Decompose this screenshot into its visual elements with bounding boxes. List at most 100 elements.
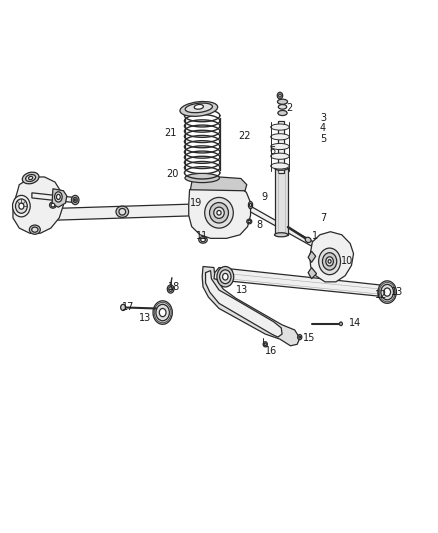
Text: 20: 20: [166, 169, 179, 180]
Ellipse shape: [120, 304, 126, 311]
Polygon shape: [191, 175, 247, 191]
Text: 13: 13: [139, 313, 152, 322]
Ellipse shape: [51, 203, 55, 207]
Polygon shape: [275, 168, 288, 235]
Text: 8: 8: [257, 220, 263, 230]
Text: 9: 9: [261, 192, 267, 203]
Ellipse shape: [159, 309, 166, 317]
Ellipse shape: [381, 285, 393, 300]
Polygon shape: [189, 181, 251, 238]
Ellipse shape: [13, 196, 30, 217]
Ellipse shape: [217, 266, 234, 287]
Polygon shape: [310, 232, 353, 282]
Ellipse shape: [277, 99, 287, 104]
Ellipse shape: [328, 260, 331, 263]
Ellipse shape: [271, 143, 289, 150]
Polygon shape: [249, 206, 314, 246]
Ellipse shape: [194, 104, 203, 109]
Ellipse shape: [167, 285, 174, 293]
Ellipse shape: [29, 225, 40, 235]
Ellipse shape: [19, 203, 24, 209]
Ellipse shape: [180, 101, 218, 116]
Polygon shape: [202, 266, 300, 346]
Ellipse shape: [71, 196, 79, 205]
Ellipse shape: [279, 94, 281, 97]
Ellipse shape: [247, 219, 252, 224]
Text: 11: 11: [196, 231, 208, 241]
Text: 21: 21: [164, 128, 177, 139]
Ellipse shape: [28, 176, 33, 180]
Ellipse shape: [322, 253, 337, 270]
Ellipse shape: [74, 199, 76, 201]
Text: 6: 6: [269, 147, 276, 156]
Text: 5: 5: [320, 134, 326, 143]
Text: 1: 1: [311, 231, 318, 241]
Ellipse shape: [278, 104, 287, 109]
Ellipse shape: [15, 199, 27, 213]
Ellipse shape: [275, 233, 288, 237]
Ellipse shape: [219, 270, 231, 284]
Text: 13: 13: [392, 287, 404, 297]
Ellipse shape: [217, 211, 221, 215]
Ellipse shape: [271, 134, 289, 140]
Polygon shape: [308, 251, 316, 262]
Ellipse shape: [326, 257, 333, 266]
Polygon shape: [32, 193, 74, 203]
Ellipse shape: [223, 273, 228, 280]
Ellipse shape: [49, 202, 56, 208]
Ellipse shape: [271, 153, 289, 159]
Ellipse shape: [199, 237, 207, 243]
Ellipse shape: [248, 201, 253, 209]
Ellipse shape: [263, 342, 267, 347]
Ellipse shape: [22, 172, 39, 184]
Ellipse shape: [205, 197, 233, 228]
Text: 7: 7: [320, 213, 326, 223]
Ellipse shape: [319, 248, 340, 274]
Ellipse shape: [185, 103, 212, 112]
Ellipse shape: [32, 227, 38, 232]
Text: 2: 2: [286, 103, 293, 113]
Ellipse shape: [277, 92, 283, 99]
Ellipse shape: [57, 195, 60, 199]
Ellipse shape: [298, 335, 302, 340]
Text: 17: 17: [122, 302, 134, 312]
Text: 15: 15: [303, 333, 315, 343]
Ellipse shape: [73, 197, 77, 203]
Ellipse shape: [278, 110, 287, 116]
Text: 14: 14: [350, 318, 362, 328]
Ellipse shape: [339, 322, 343, 326]
Text: 13: 13: [236, 285, 248, 295]
Polygon shape: [52, 189, 67, 207]
Ellipse shape: [214, 207, 224, 219]
Polygon shape: [13, 177, 64, 233]
Polygon shape: [308, 268, 317, 279]
Ellipse shape: [169, 287, 173, 292]
Ellipse shape: [119, 208, 126, 215]
Text: 3: 3: [320, 113, 326, 123]
Text: 4: 4: [320, 123, 326, 133]
Ellipse shape: [156, 304, 170, 321]
Ellipse shape: [26, 174, 35, 181]
Ellipse shape: [275, 166, 288, 171]
Text: 16: 16: [265, 346, 278, 356]
Ellipse shape: [209, 203, 229, 223]
Text: 10: 10: [341, 256, 353, 266]
Ellipse shape: [271, 163, 289, 169]
Ellipse shape: [378, 281, 396, 303]
Ellipse shape: [264, 343, 266, 345]
Text: 19: 19: [190, 198, 202, 207]
Ellipse shape: [185, 173, 219, 183]
Ellipse shape: [271, 124, 289, 130]
Polygon shape: [46, 204, 208, 221]
Ellipse shape: [153, 301, 172, 324]
Polygon shape: [278, 120, 284, 173]
Text: 18: 18: [168, 282, 180, 292]
Text: 22: 22: [238, 131, 251, 141]
Ellipse shape: [116, 206, 129, 217]
Text: 12: 12: [374, 289, 387, 300]
Ellipse shape: [55, 192, 62, 202]
Polygon shape: [214, 268, 389, 297]
Polygon shape: [205, 271, 282, 337]
Ellipse shape: [384, 288, 391, 296]
Ellipse shape: [299, 336, 300, 338]
